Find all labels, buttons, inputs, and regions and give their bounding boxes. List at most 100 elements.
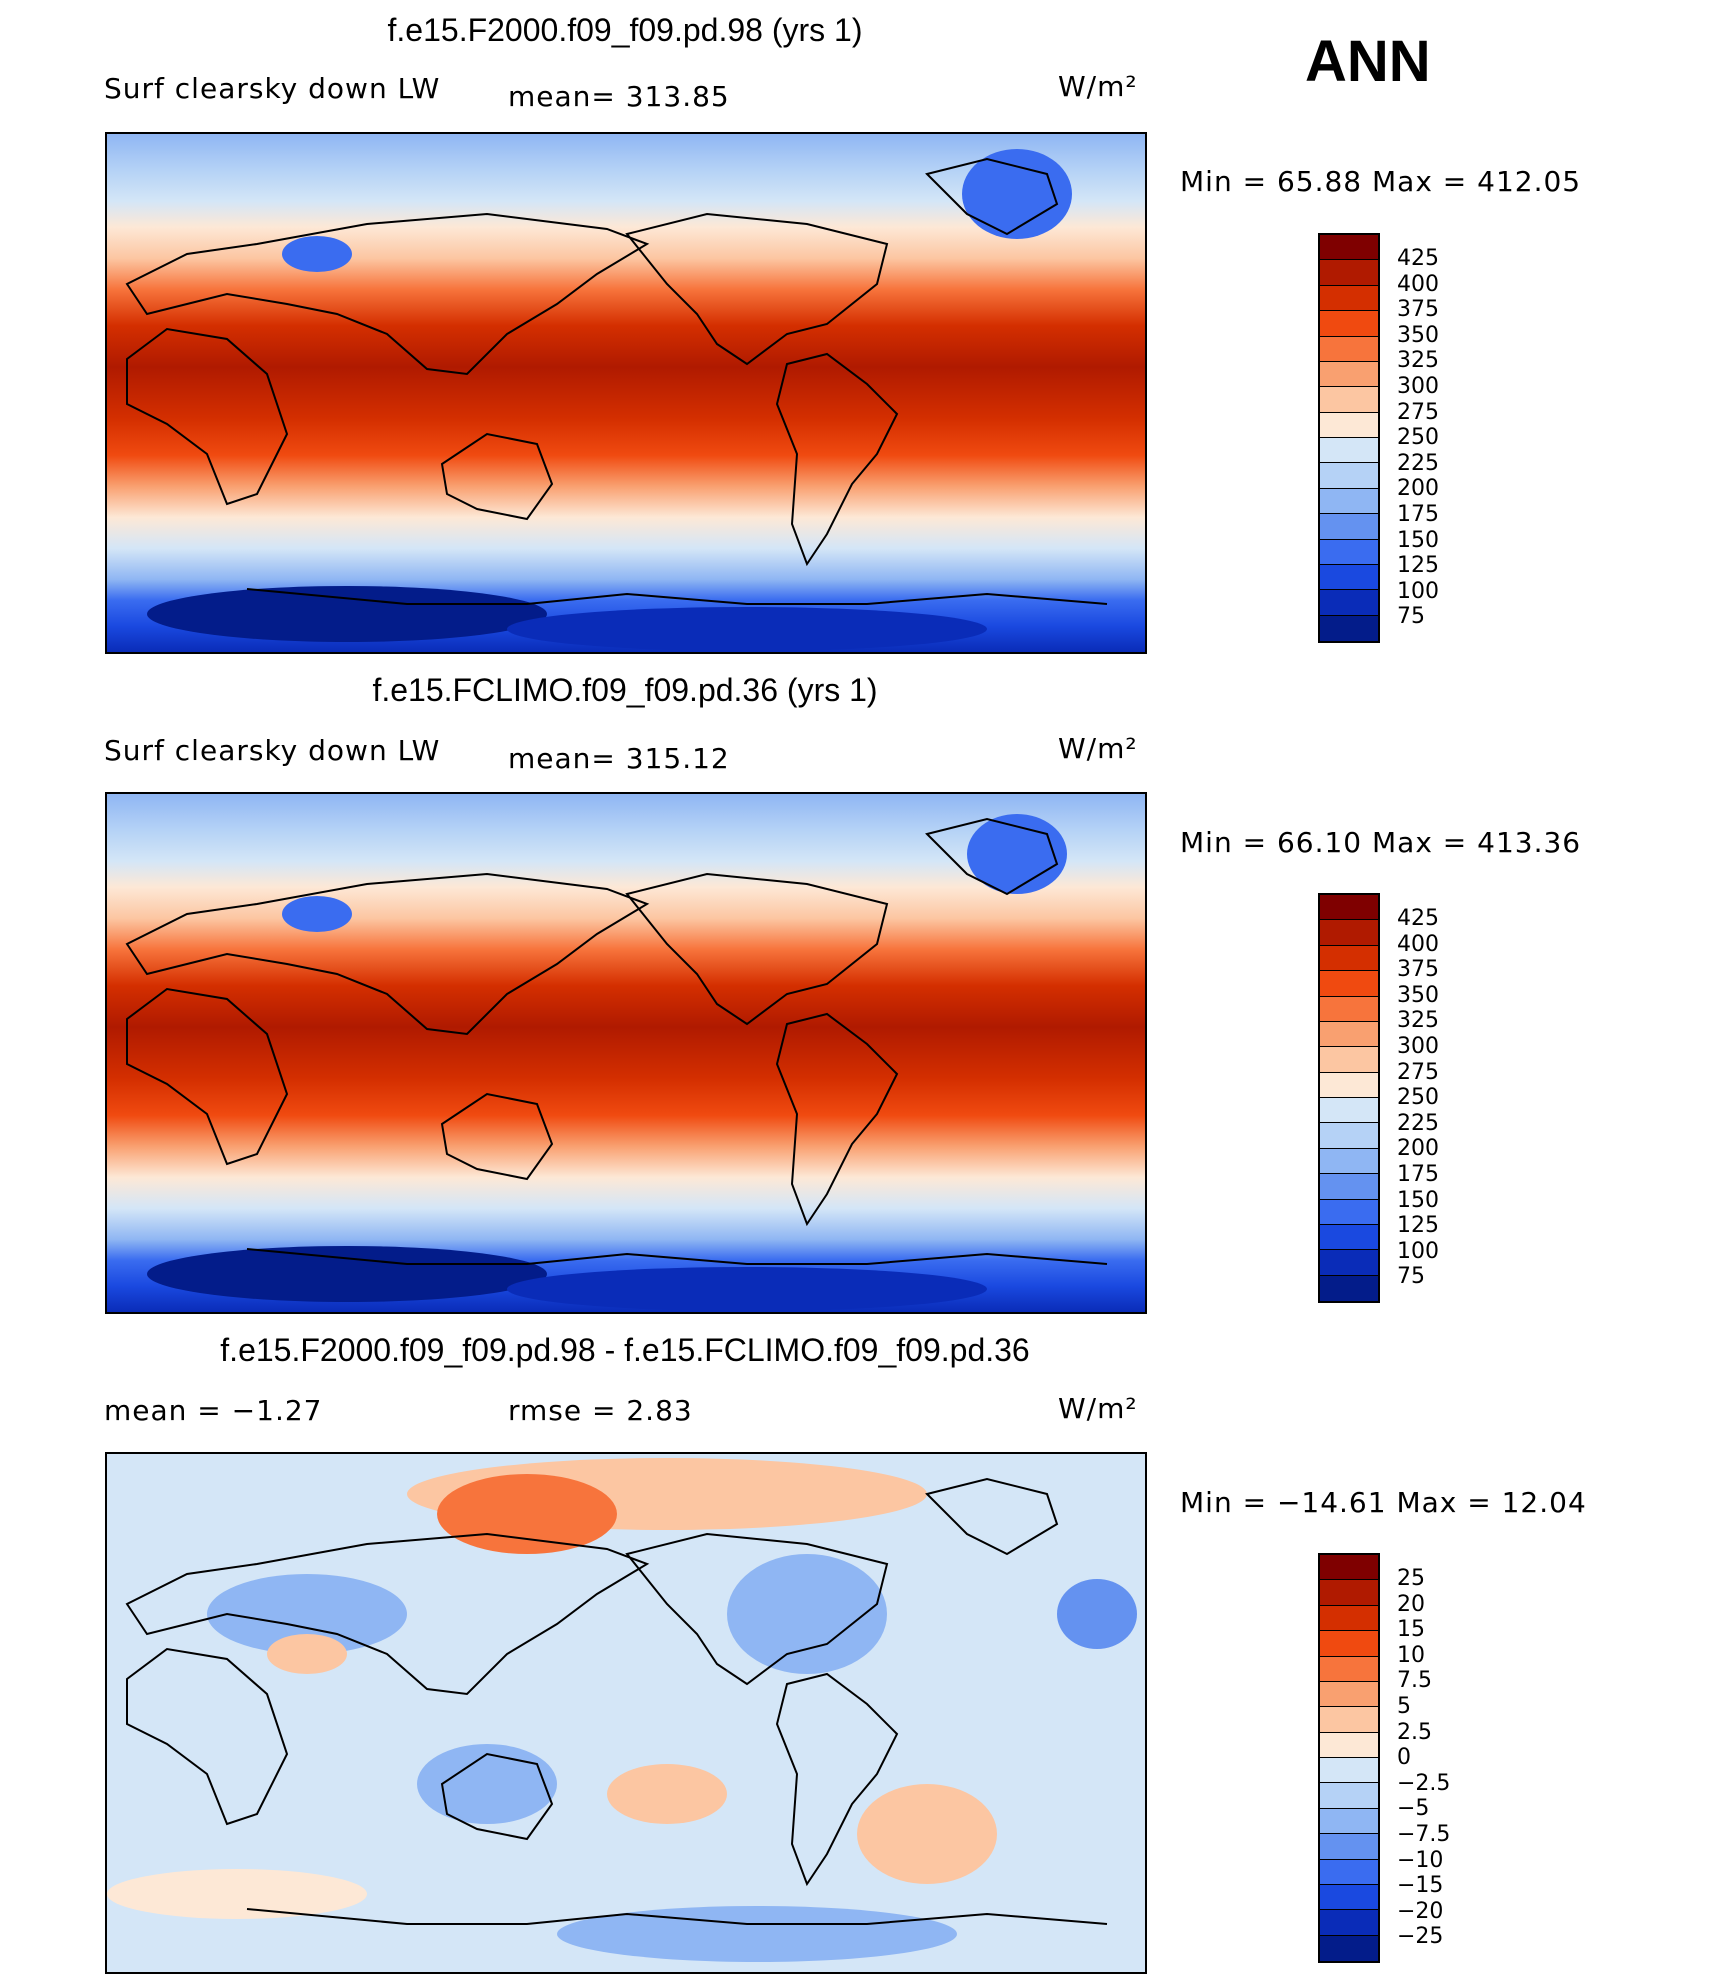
colorbar-tick-label: 425: [1397, 246, 1439, 271]
colorbar-swatch: [1320, 1199, 1378, 1225]
colorbar-tick-label: 125: [1397, 1213, 1439, 1239]
panel3-minmax: Min = −14.61 Max = 12.04: [1180, 1486, 1587, 1519]
colorbar-swatch: [1320, 1224, 1378, 1251]
colorbar-tick-label: 175: [1397, 1161, 1439, 1187]
colorbar-swatch: [1320, 1935, 1378, 1961]
colorbar-swatch: [1320, 260, 1378, 286]
panel2-mean: mean= 315.12: [508, 742, 730, 775]
colorbar-swatch: [1320, 945, 1378, 972]
colorbar-swatch: [1320, 1783, 1378, 1809]
colorbar-tick-label: 25: [1397, 1566, 1425, 1591]
panel3-units: W/m²: [1058, 1392, 1138, 1425]
colorbar-tick-label: −20: [1397, 1898, 1444, 1924]
colorbar-tick-label: 425: [1397, 906, 1439, 931]
colorbar-tick-label: 20: [1397, 1591, 1425, 1617]
colorbar-tick-label: 150: [1397, 1187, 1439, 1213]
colorbar-swatch: [1320, 285, 1378, 312]
panel2-minmax: Min = 66.10 Max = 413.36: [1180, 826, 1582, 859]
colorbar-tick-label: 0: [1397, 1745, 1411, 1771]
colorbar-swatch: [1320, 590, 1378, 616]
panel2-colorbar-ticks: 425 400 375 350 325 300 275 250 225 200 175 150 125 1…: [1397, 906, 1439, 1290]
colorbar-swatch: [1320, 1123, 1378, 1149]
colorbar-tick-label: 325: [1397, 348, 1439, 374]
colorbar-swatch: [1320, 564, 1378, 591]
colorbar-swatch: [1320, 1098, 1378, 1124]
panel2-title: f.e15.FCLIMO.f09_f09.pd.36 (yrs 1): [372, 672, 878, 708]
colorbar-tick-label: −2.5: [1397, 1770, 1451, 1796]
colorbar-tick-label: 15: [1397, 1617, 1425, 1643]
colorbar-swatch: [1320, 1605, 1378, 1632]
colorbar-tick-label: 200: [1397, 476, 1439, 502]
colorbar-swatch: [1320, 1555, 1378, 1581]
panel2-units: W/m²: [1058, 732, 1138, 765]
colorbar-swatch: [1320, 1859, 1378, 1885]
colorbar-swatch: [1320, 336, 1378, 362]
colorbar-tick-label: 7.5: [1397, 1668, 1432, 1694]
panel1-units: W/m²: [1058, 70, 1138, 103]
colorbar-tick-label: 300: [1397, 1033, 1439, 1059]
colorbar-tick-label: −25: [1397, 1924, 1444, 1950]
colorbar-swatch: [1320, 1580, 1378, 1606]
season-label: ANN: [1305, 29, 1431, 94]
colorbar-swatch: [1320, 971, 1378, 997]
colorbar-tick-label: 275: [1397, 1059, 1439, 1085]
colorbar-tick-label: 2.5: [1397, 1719, 1432, 1745]
colorbar-tick-label: 10: [1397, 1642, 1425, 1668]
colorbar-swatch: [1320, 412, 1378, 438]
panel1-colorbar: [1318, 233, 1380, 643]
panel1-colorbar-ticks: 425 400 375 350 325 300 275 250 225 200 175 150 125 1…: [1397, 246, 1439, 630]
colorbar-swatch: [1320, 1656, 1378, 1682]
colorbar-tick-label: 100: [1397, 1238, 1439, 1264]
colorbar-tick-label: −15: [1397, 1873, 1444, 1899]
colorbar-tick-label: 275: [1397, 399, 1439, 425]
colorbar-tick-label: 375: [1397, 297, 1439, 323]
colorbar-tick-label: 350: [1397, 982, 1439, 1008]
colorbar-swatch: [1320, 1148, 1378, 1175]
colorbar-swatch: [1320, 387, 1378, 413]
colorbar-swatch: [1320, 1834, 1378, 1860]
panel2-colorbar: [1318, 893, 1380, 1303]
colorbar-swatch: [1320, 1174, 1378, 1200]
colorbar-tick-label: 325: [1397, 1008, 1439, 1034]
colorbar-swatch: [1320, 1072, 1378, 1098]
colorbar-tick-label: −7.5: [1397, 1821, 1451, 1847]
panel3-colorbar-ticks: 25 20 15 10 7.5 5 2.5 0 −2.5 −5 −7.5 −10 −15 −20 −25: [1397, 1566, 1450, 1950]
colorbar-swatch: [1320, 1250, 1378, 1276]
colorbar-tick-label: 175: [1397, 501, 1439, 527]
colorbar-swatch: [1320, 895, 1378, 921]
panel3-mean: mean = −1.27: [104, 1394, 323, 1427]
panel3-title: f.e15.F2000.f09_f09.pd.98 - f.e15.FCLIMO…: [220, 1332, 1030, 1368]
colorbar-swatch: [1320, 1631, 1378, 1657]
colorbar-tick-label: 300: [1397, 373, 1439, 399]
colorbar-swatch: [1320, 1884, 1378, 1911]
colorbar-swatch: [1320, 1707, 1378, 1733]
colorbar-tick-label: 150: [1397, 527, 1439, 553]
colorbar-swatch: [1320, 1808, 1378, 1835]
panel3-rmse: rmse = 2.83: [508, 1394, 693, 1427]
panel3-colorbar: [1318, 1553, 1380, 1963]
panel1-title: f.e15.F2000.f09_f09.pd.98 (yrs 1): [387, 12, 863, 48]
colorbar-swatch: [1320, 311, 1378, 337]
colorbar-tick-label: 250: [1397, 425, 1439, 451]
colorbar-tick-label: 5: [1397, 1693, 1411, 1719]
panel1-variable-label: Surf clearsky down LW: [104, 72, 441, 105]
colorbar-swatch: [1320, 1047, 1378, 1073]
colorbar-swatch: [1320, 539, 1378, 565]
colorbar-swatch: [1320, 361, 1378, 388]
colorbar-swatch: [1320, 1910, 1378, 1936]
panel3-map: [105, 1452, 1147, 1974]
colorbar-tick-label: 125: [1397, 553, 1439, 579]
colorbar-swatch: [1320, 920, 1378, 946]
colorbar-tick-label: 400: [1397, 271, 1439, 297]
colorbar-tick-label: 350: [1397, 322, 1439, 348]
colorbar-swatch: [1320, 463, 1378, 489]
panel2-map: [105, 792, 1147, 1314]
panel1-map: [105, 132, 1147, 654]
colorbar-tick-label: 375: [1397, 957, 1439, 983]
colorbar-swatch: [1320, 1021, 1378, 1048]
panel1-minmax: Min = 65.88 Max = 412.05: [1180, 165, 1582, 198]
colorbar-swatch: [1320, 438, 1378, 464]
colorbar-swatch: [1320, 996, 1378, 1022]
colorbar-swatch: [1320, 235, 1378, 261]
colorbar-tick-label: 75: [1397, 604, 1425, 630]
